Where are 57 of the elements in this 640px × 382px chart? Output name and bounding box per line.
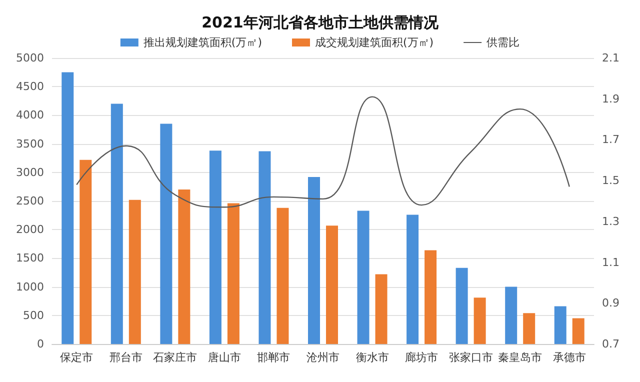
y-tick-label: 2500 (16, 194, 44, 208)
bar (456, 268, 468, 344)
x-tick-label: 保定市 (60, 351, 94, 364)
y-tick-label: 3000 (16, 166, 44, 179)
x-tick-label: 衡水市 (356, 351, 389, 364)
legend-label: 成交规划建筑面积(万㎡) (315, 36, 434, 49)
x-tick-label: 邯郸市 (257, 351, 290, 364)
y-tick-label: 5000 (16, 52, 44, 64)
x-tick-label: 沧州市 (306, 351, 340, 364)
x-tick-label: 廊坊市 (405, 351, 438, 364)
x-tick-label: 秦皇岛市 (498, 351, 542, 364)
x-tick-label: 唐山市 (208, 351, 241, 364)
bar (209, 150, 222, 344)
bar (523, 313, 536, 344)
bar (128, 200, 141, 344)
y2-tick-label: 1.1 (602, 256, 620, 269)
bar (505, 286, 518, 344)
bar (474, 298, 486, 344)
bar (160, 124, 172, 344)
x-tick-label: 承德市 (552, 351, 586, 364)
bar (357, 210, 370, 344)
bar (276, 208, 289, 344)
bar (308, 176, 320, 344)
y-tick-label: 1500 (16, 252, 44, 265)
x-tick-label: 邢台市 (109, 351, 142, 364)
x-tick-label: 石家庄市 (153, 351, 198, 364)
bar (62, 72, 74, 344)
bar (110, 104, 123, 344)
bar (326, 226, 338, 344)
y-tick-label: 0 (37, 338, 44, 350)
bar (572, 318, 584, 344)
bar (375, 274, 388, 344)
legend-label: 供需比 (486, 36, 520, 49)
chart-title: 2021年河北省各地市土地供需情况 (202, 14, 440, 32)
y-tick-label: 4000 (16, 108, 44, 122)
y2-tick-label: 1.5 (602, 174, 620, 188)
y2-tick-label: 1.3 (602, 214, 620, 228)
y-tick-label: 3500 (16, 137, 44, 150)
x-tick-label: 张家口市 (448, 351, 493, 364)
y-tick-label: 1000 (16, 280, 44, 294)
bar (227, 203, 240, 344)
y-tick-label: 2000 (16, 223, 44, 236)
bar (80, 160, 92, 344)
y2-tick-label: 0.7 (602, 338, 620, 350)
y-tick-label: 500 (23, 308, 44, 322)
bar (424, 250, 437, 344)
line-series (76, 96, 570, 208)
y2-tick-label: 0.9 (602, 296, 620, 310)
bar (258, 151, 271, 344)
y-tick-label: 4500 (16, 80, 44, 94)
bar (178, 190, 190, 344)
y2-tick-label: 1.7 (602, 133, 620, 146)
y2-tick-label: 1.9 (602, 92, 620, 106)
y2-tick-label: 2.1 (602, 52, 620, 64)
legend-label: 推出规划建筑面积(万㎡) (143, 36, 262, 49)
bar (406, 214, 419, 344)
bar (554, 306, 566, 344)
